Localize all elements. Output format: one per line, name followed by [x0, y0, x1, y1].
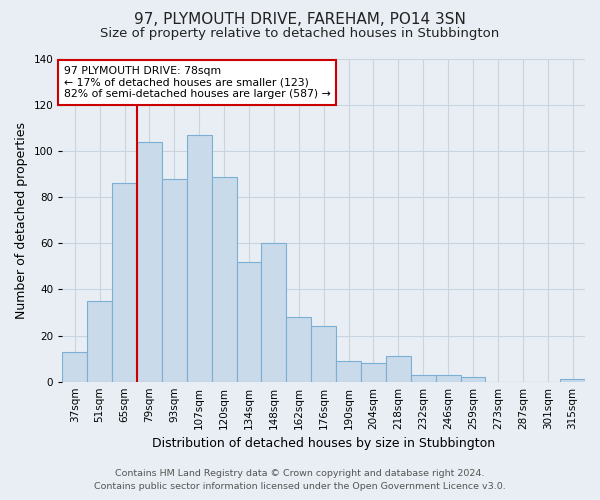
Bar: [436, 375, 461, 382]
Bar: [361, 363, 386, 382]
Bar: [87, 301, 112, 382]
Text: Size of property relative to detached houses in Stubbington: Size of property relative to detached ho…: [100, 28, 500, 40]
Bar: [461, 377, 485, 382]
Text: Contains HM Land Registry data © Crown copyright and database right 2024.
Contai: Contains HM Land Registry data © Crown c…: [94, 469, 506, 491]
Bar: [560, 380, 585, 382]
Bar: [386, 356, 411, 382]
Bar: [162, 179, 187, 382]
Bar: [311, 326, 336, 382]
Bar: [62, 352, 87, 382]
X-axis label: Distribution of detached houses by size in Stubbington: Distribution of detached houses by size …: [152, 437, 495, 450]
Bar: [236, 262, 262, 382]
Bar: [286, 317, 311, 382]
Y-axis label: Number of detached properties: Number of detached properties: [15, 122, 28, 319]
Bar: [262, 244, 286, 382]
Text: 97, PLYMOUTH DRIVE, FAREHAM, PO14 3SN: 97, PLYMOUTH DRIVE, FAREHAM, PO14 3SN: [134, 12, 466, 28]
Bar: [187, 135, 212, 382]
Bar: [411, 375, 436, 382]
Bar: [336, 361, 361, 382]
Bar: [212, 176, 236, 382]
Text: 97 PLYMOUTH DRIVE: 78sqm
← 17% of detached houses are smaller (123)
82% of semi-: 97 PLYMOUTH DRIVE: 78sqm ← 17% of detach…: [64, 66, 331, 99]
Bar: [112, 184, 137, 382]
Bar: [137, 142, 162, 382]
